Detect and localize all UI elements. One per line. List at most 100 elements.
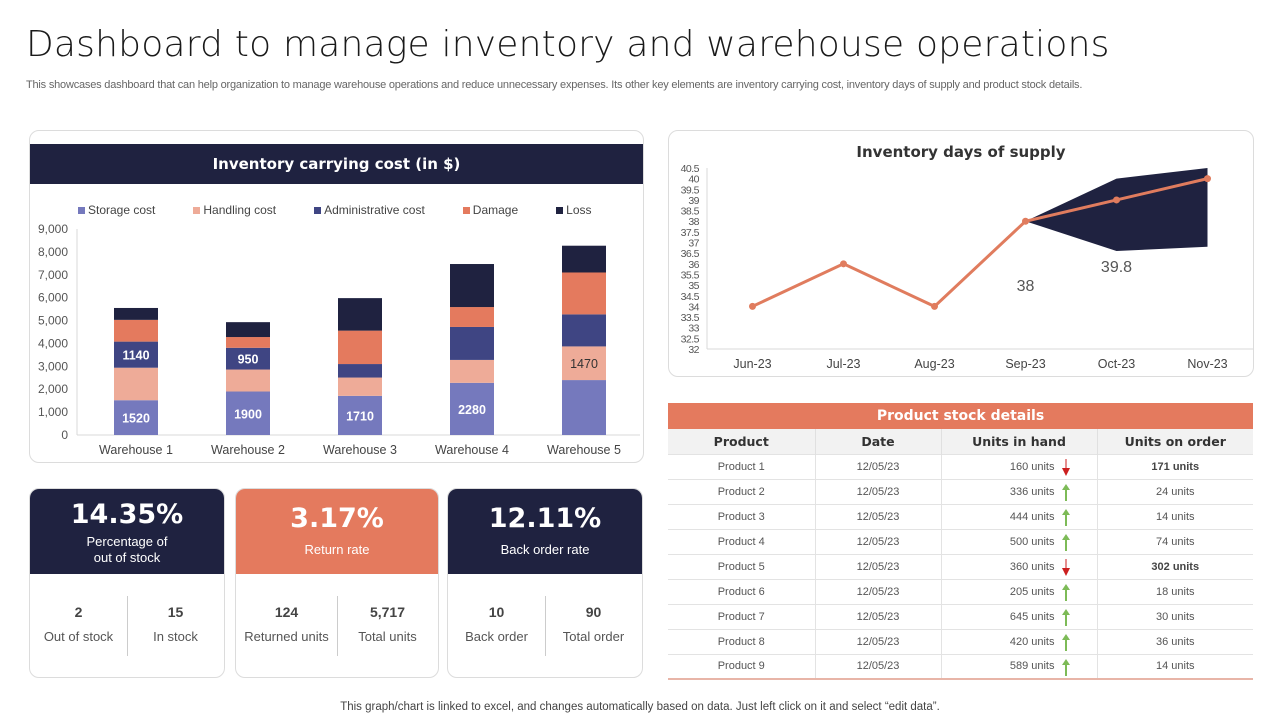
legend-swatch xyxy=(193,206,201,214)
product-cell: Product 9 xyxy=(668,653,816,680)
supply-line-chart[interactable]: 3232.53333.53434.53535.53636.53737.53838… xyxy=(669,131,1255,378)
x-tick-label: Jul-23 xyxy=(826,357,860,371)
bar-segment-storage-cost[interactable] xyxy=(114,400,158,435)
bar-segment-administrative-cost[interactable] xyxy=(338,364,382,378)
bar-segment-handling-cost[interactable] xyxy=(450,359,494,383)
bar-segment-damage[interactable] xyxy=(338,330,382,365)
units-in-hand-cell: 589 units xyxy=(941,653,1098,680)
units-in-hand-cell: 420 units xyxy=(941,628,1098,654)
column-header-product[interactable]: Product xyxy=(668,429,816,454)
units-in-hand-cell: 360 units xyxy=(941,553,1098,579)
units-in-hand-value: 160 units xyxy=(1009,460,1055,473)
kpi-stat-out-of-stock: 2 Out of stock xyxy=(30,604,127,644)
legend-label: Administrative cost xyxy=(324,203,425,217)
y-tick-label: 37.5 xyxy=(681,227,700,239)
stock-table-title: Product stock details xyxy=(668,403,1253,429)
bar-segment-storage-cost[interactable] xyxy=(226,391,270,435)
table-row[interactable]: Product 8 12/05/23 420 units 36 units xyxy=(668,628,1253,654)
bar-segment-administrative-cost[interactable] xyxy=(114,341,158,368)
data-label: 1710 xyxy=(346,409,374,423)
x-tick-label: Warehouse 3 xyxy=(323,443,397,457)
divider xyxy=(545,596,546,656)
data-point[interactable] xyxy=(1204,175,1211,183)
bar-segment-loss[interactable] xyxy=(114,307,158,320)
column-header-units-on-order[interactable]: Units on order xyxy=(1097,429,1253,454)
bar-segment-storage-cost[interactable] xyxy=(450,382,494,435)
bar-segment-loss[interactable] xyxy=(450,264,494,308)
stat-label: In stock xyxy=(153,629,198,644)
y-tick-label: 38 xyxy=(688,216,699,228)
units-in-hand-value: 645 units xyxy=(1009,610,1055,623)
bar-segment-handling-cost[interactable] xyxy=(338,377,382,396)
table-row[interactable]: Product 2 12/05/23 336 units 24 units xyxy=(668,478,1253,504)
bar-segment-loss[interactable] xyxy=(338,298,382,331)
bar-segment-damage[interactable] xyxy=(562,272,606,315)
data-point[interactable] xyxy=(1113,196,1120,204)
stat-number: 10 xyxy=(488,604,505,620)
units-in-hand-value: 444 units xyxy=(1009,510,1055,523)
table-row[interactable]: Product 1 12/05/23 160 units 171 units xyxy=(668,453,1253,479)
units-in-hand-value: 500 units xyxy=(1009,535,1055,548)
kpi-card-back-order-rate: 12.11% Back order rate 10 Back order 90 … xyxy=(447,488,643,678)
legend-item[interactable]: Storage cost xyxy=(78,203,155,217)
y-tick-label: 1,000 xyxy=(38,405,68,419)
data-point[interactable] xyxy=(1022,217,1029,225)
table-row[interactable]: Product 7 12/05/23 645 units 30 units xyxy=(668,603,1253,629)
bar-segment-administrative-cost[interactable] xyxy=(226,347,270,370)
bar-segment-administrative-cost[interactable] xyxy=(450,326,494,360)
date-cell: 12/05/23 xyxy=(815,453,942,479)
kpi-card-out-of-stock: 14.35% Percentage of out of stock 2 Out o… xyxy=(29,488,225,678)
y-tick-label: 39.5 xyxy=(681,184,700,196)
bar-segment-handling-cost[interactable] xyxy=(562,346,606,381)
legend-item[interactable]: Loss xyxy=(556,203,592,217)
y-tick-label: 35.5 xyxy=(681,269,700,281)
legend-item[interactable]: Handling cost xyxy=(193,203,276,217)
bar-segment-damage[interactable] xyxy=(450,307,494,327)
bar-segment-storage-cost[interactable] xyxy=(338,395,382,435)
legend-item[interactable]: Damage xyxy=(462,203,518,217)
page-subtitle: This showcases dashboard that can help o… xyxy=(26,79,1083,91)
units-in-hand-value: 589 units xyxy=(1009,660,1055,673)
cost-stacked-bar-chart[interactable]: 0 1,000 2,000 3,000 4,000 5,000 6,000 7,000 8,00… xyxy=(30,216,645,461)
kpi-value: 3.17% xyxy=(290,503,384,534)
kpi-label: Return rate xyxy=(304,542,370,557)
column-header-date[interactable]: Date xyxy=(815,429,942,454)
data-point[interactable] xyxy=(840,260,847,268)
legend-label: Storage cost xyxy=(88,203,156,217)
table-row[interactable]: Product 6 12/05/23 205 units 18 units xyxy=(668,578,1253,604)
stat-label: Back order xyxy=(465,629,528,644)
kpi-value: 14.35% xyxy=(70,499,184,530)
units-in-hand-cell: 645 units xyxy=(941,603,1098,629)
bar-segment-handling-cost[interactable] xyxy=(114,367,158,401)
x-tick-label: Aug-23 xyxy=(914,357,954,371)
legend-item[interactable]: Administrative cost xyxy=(314,203,425,217)
product-cell: Product 6 xyxy=(668,578,816,604)
table-row[interactable]: Product 9 12/05/23 589 units 14 units xyxy=(668,653,1253,680)
y-tick-label: 40.5 xyxy=(681,163,700,175)
bar-segment-administrative-cost[interactable] xyxy=(562,314,606,347)
days-of-supply-line[interactable] xyxy=(751,177,1208,309)
y-tick-label: 34.5 xyxy=(681,291,700,303)
trend-down-arrow-icon xyxy=(1061,458,1070,476)
bar-segment-loss[interactable] xyxy=(226,322,270,338)
column-header-units-in-hand[interactable]: Units in hand xyxy=(941,429,1098,454)
bar-segment-damage[interactable] xyxy=(226,337,270,348)
table-row[interactable]: Product 3 12/05/23 444 units 14 units xyxy=(668,503,1253,529)
data-point[interactable] xyxy=(749,302,756,310)
bar-segment-damage[interactable] xyxy=(114,319,158,342)
trend-up-arrow-icon xyxy=(1061,508,1070,526)
bar-segment-loss[interactable] xyxy=(562,245,606,273)
y-tick-label: 4,000 xyxy=(38,336,68,350)
table-row[interactable]: Product 4 12/05/23 500 units 74 units xyxy=(668,528,1253,554)
date-cell: 12/05/23 xyxy=(815,653,942,680)
data-point[interactable] xyxy=(931,302,938,310)
table-row[interactable]: Product 5 12/05/23 360 units 302 units xyxy=(668,553,1253,579)
units-in-hand-cell: 205 units xyxy=(941,578,1098,604)
product-cell: Product 3 xyxy=(668,503,816,529)
bar-segment-handling-cost[interactable] xyxy=(226,369,270,392)
product-cell: Product 4 xyxy=(668,528,816,554)
date-cell: 12/05/23 xyxy=(815,528,942,554)
bar-segment-storage-cost[interactable] xyxy=(562,380,606,435)
stat-number: 90 xyxy=(585,604,602,620)
x-tick-label: Warehouse 5 xyxy=(547,443,621,457)
